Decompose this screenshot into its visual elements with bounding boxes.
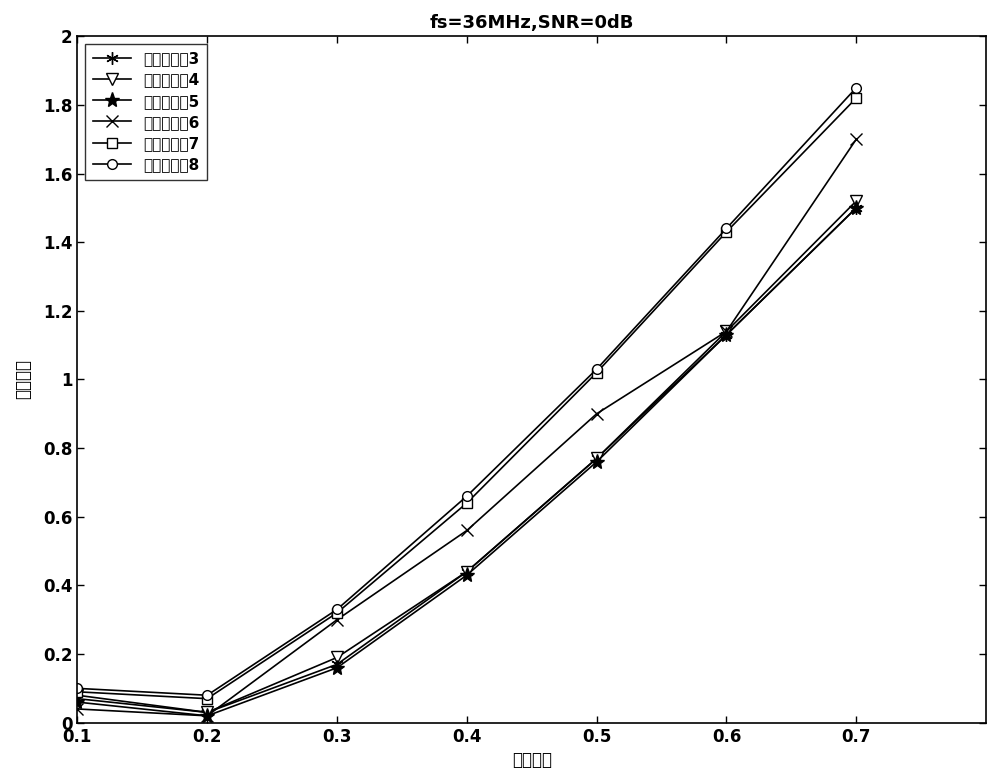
- 分解层数为8: [201, 691, 213, 700]
- 分解层数为6: [71, 704, 83, 713]
- 分解层数为4: [850, 197, 862, 206]
- Title: fs=36MHz,SNR=0dB: fs=36MHz,SNR=0dB: [430, 14, 634, 32]
- 分解层数为8: [850, 83, 862, 92]
- 分解层数为3: [591, 453, 603, 463]
- 分解层数为5: [71, 698, 83, 707]
- 分解层数为7: [201, 694, 213, 703]
- 分解层数为4: [461, 567, 473, 576]
- 分解层数为6: [461, 525, 473, 535]
- 分解层数为4: [201, 708, 213, 717]
- Line: 分解层数为6: 分解层数为6: [72, 134, 862, 721]
- 分解层数为8: [720, 224, 732, 233]
- 分解层数为7: [461, 498, 473, 507]
- 分解层数为7: [71, 687, 83, 697]
- 分解层数为5: [201, 711, 213, 720]
- 分解层数为7: [331, 608, 343, 618]
- 分解层数为5: [331, 663, 343, 673]
- 分解层数为5: [591, 457, 603, 467]
- Legend: 分解层数为3, 分解层数为4, 分解层数为5, 分解层数为6, 分解层数为7, 分解层数为8: 分解层数为3, 分解层数为4, 分解层数为5, 分解层数为6, 分解层数为7, …: [85, 44, 207, 179]
- Line: 分解层数为4: 分解层数为4: [72, 196, 862, 718]
- Line: 分解层数为5: 分解层数为5: [70, 200, 864, 723]
- Line: 分解层数为8: 分解层数为8: [73, 83, 861, 700]
- 分解层数为4: [720, 327, 732, 336]
- 分解层数为3: [850, 203, 862, 212]
- 分解层数为6: [591, 409, 603, 418]
- Line: 分解层数为7: 分解层数为7: [73, 93, 861, 704]
- 分解层数为6: [331, 615, 343, 624]
- 分解层数为8: [461, 492, 473, 501]
- 分解层数为3: [720, 330, 732, 340]
- 分解层数为5: [850, 203, 862, 212]
- 分解层数为7: [720, 227, 732, 236]
- X-axis label: 滚降系数: 滚降系数: [512, 751, 552, 769]
- 分解层数为3: [71, 694, 83, 703]
- 分解层数为6: [850, 135, 862, 144]
- 分解层数为5: [720, 330, 732, 340]
- 分解层数为8: [331, 604, 343, 614]
- 分解层数为7: [850, 93, 862, 103]
- Y-axis label: 均方误差: 均方误差: [14, 359, 32, 399]
- 分解层数为6: [201, 711, 213, 720]
- 分解层数为8: [71, 684, 83, 693]
- 分解层数为4: [331, 653, 343, 662]
- 分解层数为3: [331, 659, 343, 669]
- 分解层数为7: [591, 368, 603, 377]
- 分解层数为5: [461, 570, 473, 579]
- 分解层数为3: [461, 567, 473, 576]
- 分解层数为8: [591, 364, 603, 373]
- 分解层数为3: [201, 708, 213, 717]
- Line: 分解层数为3: 分解层数为3: [71, 201, 863, 719]
- 分解层数为6: [720, 327, 732, 336]
- 分解层数为4: [591, 453, 603, 463]
- 分解层数为4: [71, 691, 83, 700]
